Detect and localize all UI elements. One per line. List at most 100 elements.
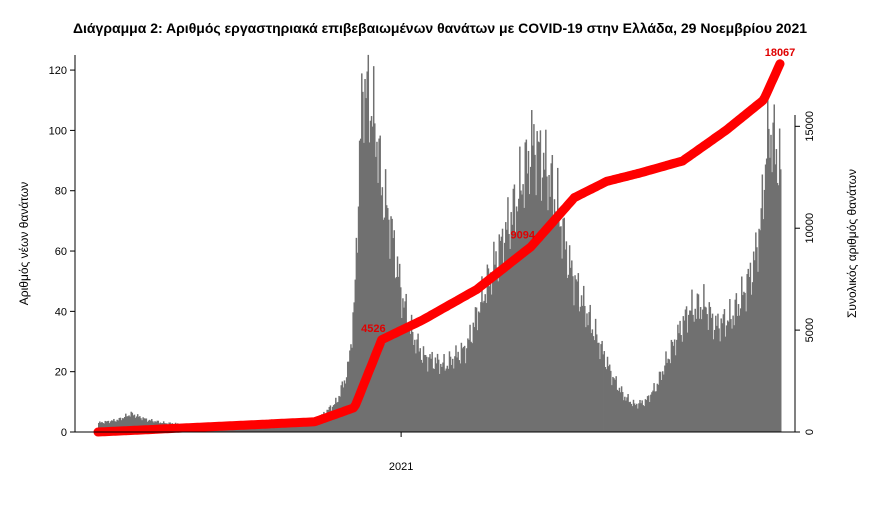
bar [385,205,388,432]
bar [747,268,749,432]
bar [110,420,113,432]
bar [260,426,262,432]
bar [712,339,715,432]
bar [324,413,326,432]
bar [308,421,310,432]
bar [726,320,729,432]
bar [467,338,469,432]
bar [495,251,497,432]
bar [471,343,473,432]
bar [771,172,773,433]
bar [400,287,402,432]
bar [581,305,584,432]
bar [383,217,386,432]
bar [666,362,668,432]
bar [514,233,517,432]
bar [470,341,472,432]
bar [612,376,614,432]
bar [545,129,547,432]
bar [729,299,731,432]
bar [319,417,322,432]
bar [606,356,609,432]
bar [356,252,359,432]
bar [677,324,679,432]
bar [117,420,119,432]
bar [755,232,757,432]
bar [144,418,147,432]
bar [594,318,597,432]
bar [503,242,506,432]
value-annotation: 9094 [511,230,536,242]
bar [696,293,699,432]
y-tick-label-left: 100 [49,125,67,137]
bar [632,399,635,432]
bar [421,362,424,432]
bar [455,345,457,432]
bar [541,177,544,432]
bar [382,219,385,432]
bar [552,215,555,432]
bar [739,308,742,432]
bar [544,169,546,433]
bar [776,182,779,432]
bar [536,131,538,432]
bar [542,152,545,433]
bar [509,248,511,432]
annotations: 4526 9094 18067 [361,47,795,335]
bar [116,419,118,432]
bar [484,294,486,432]
bar [724,336,727,432]
bar [749,262,752,432]
bar [736,315,739,432]
bar [501,228,504,432]
bar [663,374,665,432]
bar [442,362,444,432]
y-tick-label-left: 40 [55,306,67,318]
bar [778,128,781,432]
bar [603,351,606,432]
bar [511,224,514,432]
bar [642,405,644,432]
bar [464,363,467,432]
bar [457,351,459,432]
bar [780,169,782,432]
bar [388,219,390,432]
bar [346,361,349,432]
bar [284,424,286,432]
bar [374,123,376,432]
y-tick-label-right: 0 [804,429,816,435]
bar [417,333,419,432]
bar [410,314,413,432]
bar [537,141,539,432]
bar [731,328,733,432]
bar [525,139,528,432]
bar [564,249,567,432]
bar [454,356,456,432]
bar [272,425,274,432]
bar [768,128,770,433]
bar [496,267,498,432]
bar [775,149,778,432]
bar [557,167,559,432]
bar [285,423,287,432]
bar [595,334,598,432]
bar [572,276,574,432]
bar [127,416,129,432]
bar [683,320,686,432]
bar [368,142,371,432]
cumulative-line [93,59,785,437]
bar [523,207,525,432]
bar [702,309,704,432]
bar [671,341,674,432]
bar [715,315,717,432]
bar [737,304,740,432]
bar [623,400,625,432]
bar [522,184,524,432]
bar [474,307,477,432]
bar [313,421,315,432]
bar [295,423,297,432]
bar [358,140,361,432]
bar [528,194,531,432]
bar [550,163,552,432]
bar [466,348,468,432]
